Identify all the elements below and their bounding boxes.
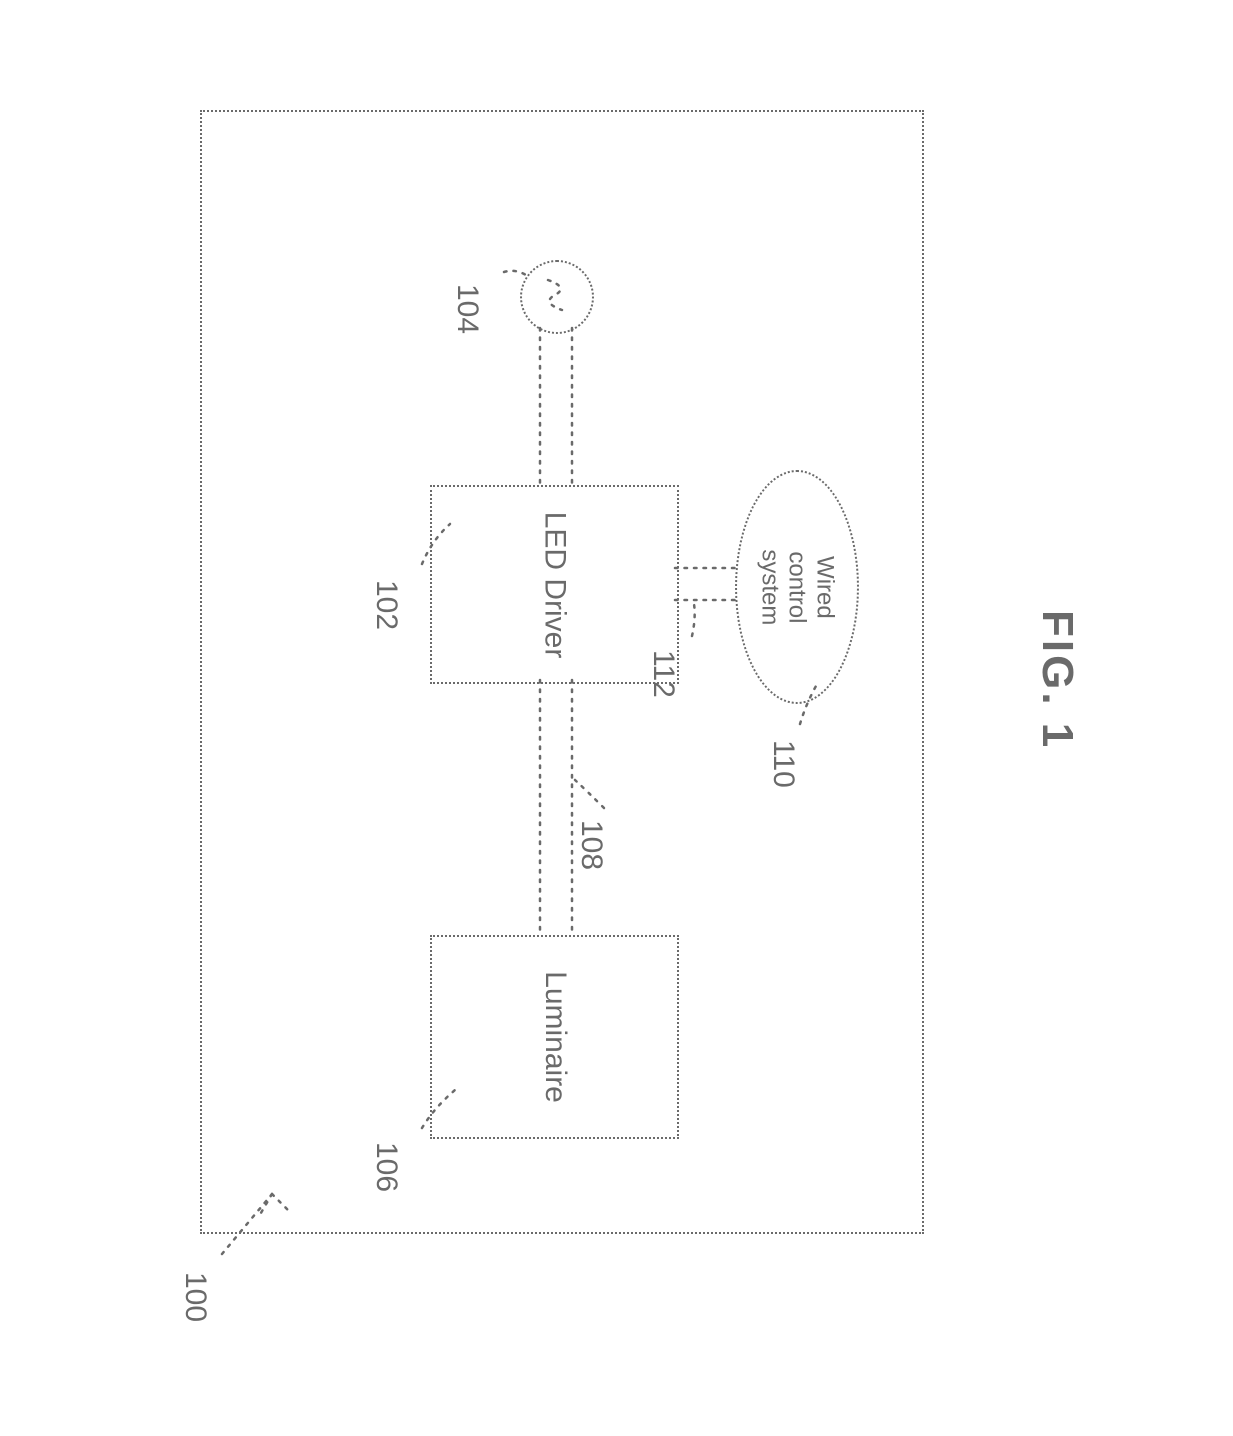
glyph-group (548, 280, 562, 310)
overlay-svg (0, 0, 1233, 1436)
wires-group (540, 328, 737, 935)
leader-102 (422, 524, 450, 564)
figure-canvas: LED Driver Luminaire Wired control syste… (0, 0, 1233, 1436)
leader-110 (800, 686, 816, 724)
leader-104 (504, 271, 530, 278)
leader-106 (422, 1090, 455, 1128)
leader-100-arrow-a (258, 1194, 272, 1218)
leader-112 (692, 604, 695, 636)
leaders-group (222, 271, 816, 1254)
leader-100 (222, 1194, 272, 1254)
ac-sine-icon (548, 280, 562, 310)
leader-108 (575, 780, 604, 808)
leader-100-arrow-b (272, 1194, 290, 1212)
